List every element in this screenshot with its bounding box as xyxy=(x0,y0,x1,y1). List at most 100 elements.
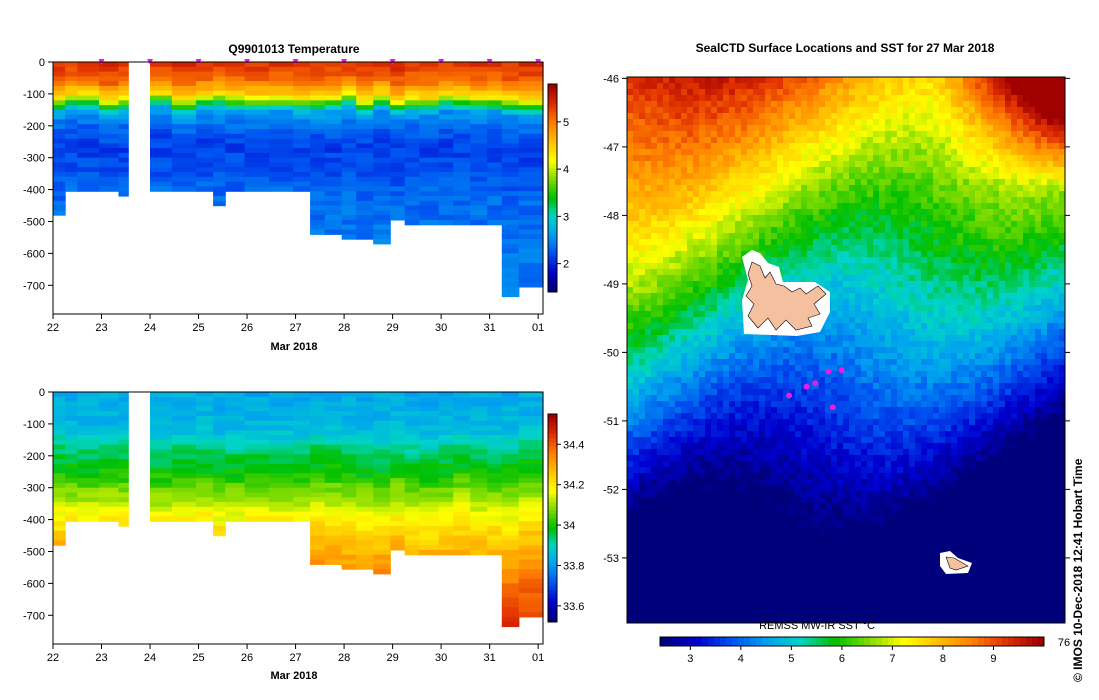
section-cell xyxy=(293,511,311,517)
section-cell xyxy=(225,473,246,479)
sst-cell xyxy=(729,233,736,240)
section-cell xyxy=(77,468,100,474)
sst-cell xyxy=(681,293,688,300)
sst-cell xyxy=(1005,179,1012,186)
section-cell xyxy=(453,545,471,551)
sst-cell xyxy=(933,95,940,102)
section-cell xyxy=(53,124,66,130)
sst-cell xyxy=(975,269,982,276)
sst-cell xyxy=(981,155,988,162)
sst-cell xyxy=(1041,233,1048,240)
sst-cell xyxy=(1041,317,1048,324)
section-cell xyxy=(65,420,78,427)
section-cell xyxy=(501,526,520,532)
sst-cell xyxy=(723,89,730,96)
sst-cell xyxy=(795,161,802,168)
section-cell xyxy=(53,90,66,97)
colorbar-swatch xyxy=(548,506,557,511)
sst-cell xyxy=(669,191,676,198)
sst-cell xyxy=(867,107,874,114)
sst-cell xyxy=(639,251,646,258)
sst-cell xyxy=(675,137,682,144)
section-cell xyxy=(213,181,226,187)
section-cell xyxy=(53,415,66,422)
sst-cell xyxy=(969,275,976,282)
sst-cell xyxy=(825,113,832,120)
section-cell xyxy=(324,521,343,527)
sst-cell xyxy=(855,305,862,312)
sst-cell xyxy=(765,197,772,204)
sst-cell xyxy=(1011,167,1018,174)
sst-cell xyxy=(729,89,736,96)
sst-cell xyxy=(993,191,1000,198)
sst-cell xyxy=(741,179,748,186)
section-cell xyxy=(356,487,374,494)
sst-cell xyxy=(987,155,994,162)
section-cell xyxy=(171,439,197,446)
sst-cell xyxy=(1047,245,1054,252)
sst-cell xyxy=(705,89,712,96)
section-cell xyxy=(99,176,120,183)
sst-cell xyxy=(747,197,754,204)
section-cell xyxy=(310,100,326,106)
sst-cell xyxy=(945,317,952,324)
sst-cell xyxy=(939,185,946,192)
section-cell xyxy=(310,71,326,77)
sst-cell xyxy=(945,125,952,132)
section-cell xyxy=(373,482,391,489)
section-cell xyxy=(356,152,374,159)
colorbar-swatch xyxy=(548,470,557,475)
sst-cell xyxy=(639,287,646,294)
sst-cell xyxy=(765,119,772,126)
sst-cell xyxy=(1005,155,1012,162)
sst-cell xyxy=(861,233,868,240)
section-cell xyxy=(438,396,454,403)
sst-cell xyxy=(711,281,718,288)
sst-cell xyxy=(837,131,844,138)
section-cell xyxy=(470,526,488,532)
sst-cell xyxy=(657,233,664,240)
sst-cell xyxy=(1059,215,1066,222)
sst-cell xyxy=(969,95,976,102)
sst-cell xyxy=(819,89,826,96)
sst-cell xyxy=(789,257,796,264)
sst-cell xyxy=(825,263,832,270)
sst-cell xyxy=(855,311,862,318)
sst-cell xyxy=(939,143,946,150)
section-cell xyxy=(65,66,78,73)
sst-cell xyxy=(693,167,700,174)
sst-cell xyxy=(903,293,910,300)
sst-cell xyxy=(819,113,826,120)
section-cell xyxy=(213,85,226,92)
sst-cell xyxy=(813,251,820,258)
sst-cell xyxy=(669,293,676,300)
section-cell xyxy=(118,191,129,197)
sst-cell xyxy=(753,83,760,90)
sst-cell xyxy=(993,101,1000,108)
sst-cell xyxy=(825,131,832,138)
sst-cell xyxy=(627,287,634,294)
sst-cell xyxy=(633,101,640,108)
sst-cell xyxy=(807,275,814,282)
sst-cell xyxy=(777,251,784,258)
sst-cell xyxy=(975,239,982,246)
section-cell xyxy=(171,129,197,135)
section-cell xyxy=(501,411,520,417)
sst-cell xyxy=(687,221,694,228)
sst-cell xyxy=(837,233,844,240)
sst-cell xyxy=(723,119,730,126)
section-cell xyxy=(501,186,520,192)
sst-cell xyxy=(849,245,856,252)
sst-cell xyxy=(975,89,982,96)
sst-cell xyxy=(891,113,898,120)
sst-cell xyxy=(987,239,994,246)
sst-cell xyxy=(639,203,646,210)
section-cell xyxy=(470,119,488,125)
sst-cell xyxy=(807,167,814,174)
section-cell xyxy=(487,420,503,427)
section-cell xyxy=(501,85,520,92)
sst-cell xyxy=(645,95,652,102)
section-cell xyxy=(518,71,544,77)
sst-cell xyxy=(801,191,808,198)
sst-cell xyxy=(693,137,700,144)
